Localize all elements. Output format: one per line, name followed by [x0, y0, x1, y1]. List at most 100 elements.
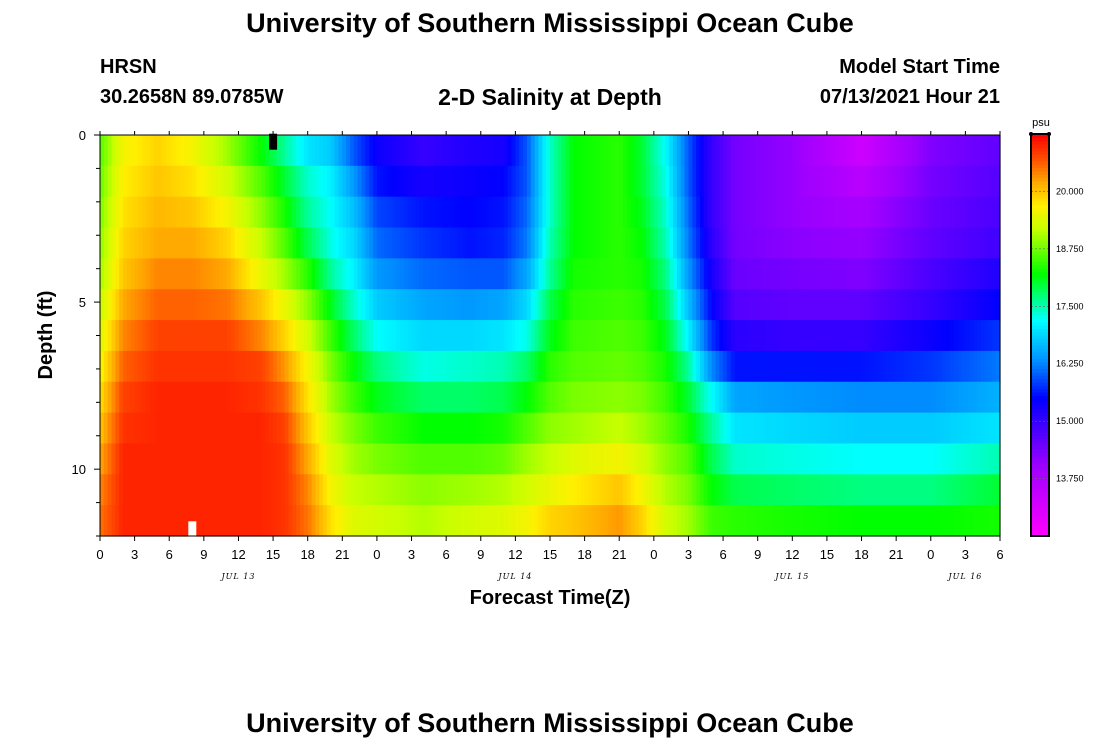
- heatmap-cell: [492, 381, 497, 414]
- heatmap-cell: [619, 443, 624, 475]
- heatmap-cell: [942, 412, 947, 445]
- heatmap-cell: [319, 381, 324, 414]
- colorbar-step: [1031, 268, 1049, 272]
- heatmap-cell: [284, 196, 290, 229]
- heatmap-cell: [276, 505, 282, 537]
- heatmap-cell: [450, 474, 455, 506]
- heatmap-cell: [450, 381, 455, 414]
- heatmap-cell: [715, 165, 720, 198]
- heatmap-cell: [815, 505, 820, 537]
- heatmap-cell: [465, 443, 470, 475]
- heatmap-cell: [434, 474, 440, 506]
- heatmap-cell: [665, 381, 670, 414]
- heatmap-cell: [253, 412, 259, 445]
- heatmap-cell: [315, 165, 320, 198]
- heatmap-cell: [411, 350, 416, 383]
- heatmap-cell: [196, 412, 201, 445]
- heatmap-cell: [484, 381, 490, 414]
- colorbar-step: [1031, 371, 1049, 376]
- heatmap-cell: [326, 350, 332, 383]
- heatmap-cell: [850, 196, 855, 229]
- colorbar-frame: [1030, 133, 1050, 537]
- heatmap-cell: [915, 196, 920, 229]
- heatmap-cell: [876, 227, 882, 259]
- heatmap-cell: [700, 505, 705, 537]
- heatmap-cell: [815, 412, 820, 445]
- heatmap-cell: [357, 289, 363, 321]
- heatmap-cell: [338, 443, 343, 475]
- heatmap-cell: [280, 165, 286, 198]
- heatmap-cell: [146, 350, 151, 383]
- heatmap-cell: [853, 505, 859, 537]
- heatmap-cell: [188, 443, 193, 475]
- heatmap-cell: [742, 135, 747, 167]
- heatmap-cell: [496, 350, 501, 383]
- heatmap-cell: [246, 196, 251, 229]
- heatmap-cell: [253, 350, 259, 383]
- heatmap-cell: [846, 135, 851, 167]
- heatmap-cell: [903, 196, 909, 229]
- heatmap-cell: [446, 320, 451, 352]
- heatmap-cell: [200, 196, 205, 229]
- heatmap-cell: [607, 474, 613, 506]
- heatmap-cell: [842, 135, 847, 167]
- heatmap-cell: [384, 165, 390, 198]
- heatmap-cell: [100, 381, 105, 414]
- heatmap-cell: [619, 289, 624, 321]
- heatmap-cell: [265, 443, 270, 475]
- heatmap-cell: [488, 412, 493, 445]
- colorbar-corner: [1029, 132, 1033, 136]
- heatmap-cell: [688, 135, 693, 167]
- heatmap-cell: [996, 196, 1001, 229]
- heatmap-cell: [423, 474, 428, 506]
- heatmap-cell: [919, 320, 924, 352]
- heatmap-cell: [169, 227, 174, 259]
- heatmap-cell: [492, 443, 497, 475]
- heatmap-cell: [423, 227, 428, 259]
- heatmap-cell: [600, 135, 605, 167]
- heatmap-cell: [765, 412, 770, 445]
- heatmap-cell: [246, 258, 251, 290]
- heatmap-cell: [484, 474, 490, 506]
- heatmap-cell: [119, 443, 124, 475]
- colorbar-step: [1031, 164, 1049, 169]
- heatmap-cell: [757, 196, 763, 229]
- heatmap-cell: [284, 412, 290, 445]
- heatmap-cell: [611, 320, 616, 352]
- heatmap-cell: [988, 289, 993, 321]
- heatmap-cell: [400, 443, 405, 475]
- heatmap-cell: [384, 443, 390, 475]
- heatmap-cell: [315, 227, 320, 259]
- heatmap-cell: [311, 135, 316, 167]
- heatmap-cell: [284, 320, 290, 352]
- heatmap-cell: [796, 443, 801, 475]
- heatmap-cell: [757, 289, 763, 321]
- colorbar-step: [1031, 398, 1049, 403]
- heatmap-cell: [150, 350, 155, 383]
- heatmap-cell: [792, 350, 797, 383]
- heatmap-cell: [834, 505, 840, 537]
- heatmap-cell: [600, 320, 605, 352]
- heatmap-cell: [384, 381, 390, 414]
- heatmap-cell: [600, 289, 605, 321]
- heatmap-cell: [619, 135, 624, 167]
- heatmap-cell: [626, 350, 632, 383]
- heatmap-cell: [142, 350, 147, 383]
- y-tick-label: 10: [72, 462, 86, 477]
- heatmap-cell: [607, 320, 613, 352]
- heatmap-cell: [461, 505, 466, 537]
- heatmap-cell: [223, 135, 228, 167]
- heatmap-cell: [526, 165, 532, 198]
- heatmap-cell: [819, 381, 824, 414]
- heatmap-cell: [830, 443, 836, 475]
- heatmap-cell: [861, 350, 866, 383]
- heatmap-cell: [788, 196, 793, 229]
- heatmap-cell: [842, 505, 847, 537]
- heatmap-cell: [988, 196, 993, 229]
- heatmap-cell: [996, 443, 1001, 475]
- heatmap-cell: [157, 412, 163, 445]
- heatmap-cell: [453, 381, 459, 414]
- heatmap-cell: [692, 320, 697, 352]
- heatmap-cell: [661, 412, 666, 445]
- heatmap-cell: [469, 381, 474, 414]
